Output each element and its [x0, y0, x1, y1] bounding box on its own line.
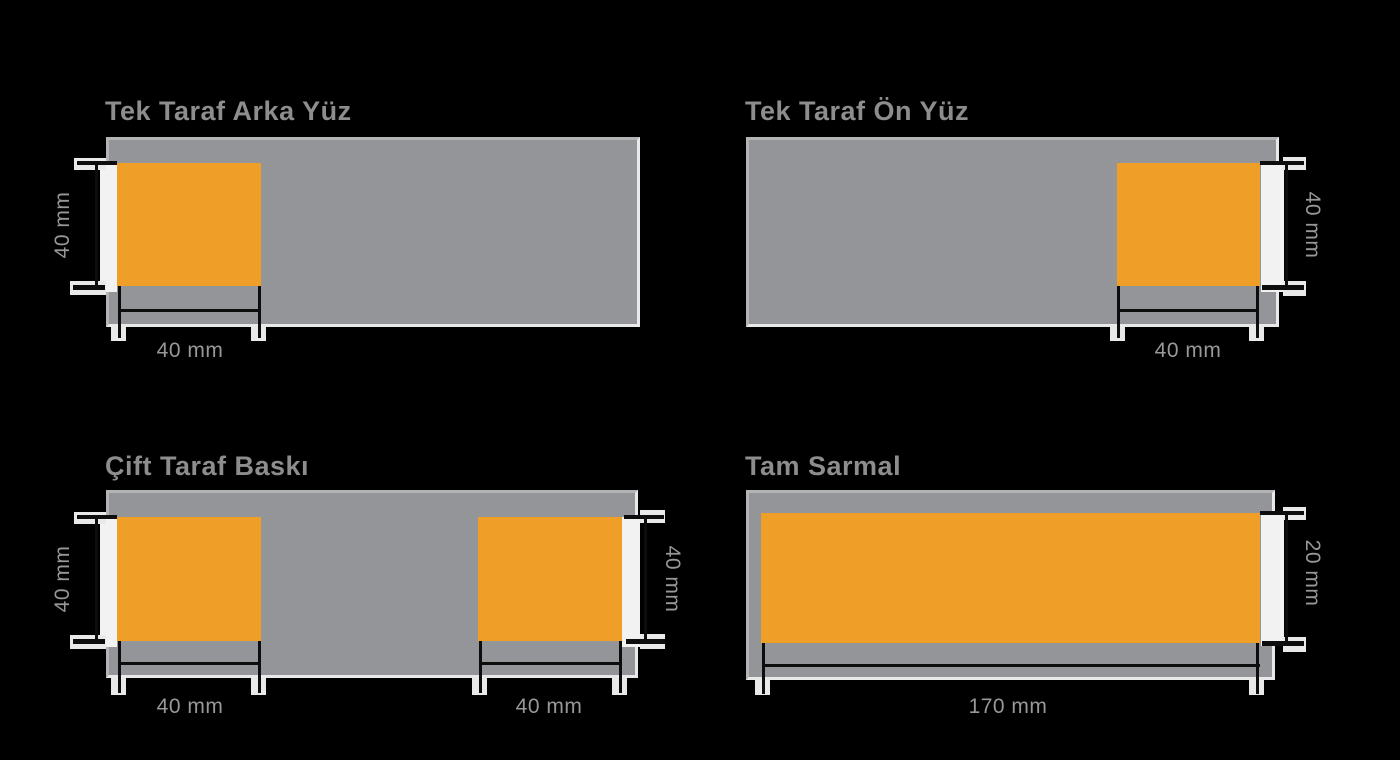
extension-line: [1117, 286, 1120, 338]
dimension-line: [118, 662, 261, 665]
panel-title: Tek Taraf Ön Yüz: [745, 96, 970, 126]
print-area: [117, 163, 261, 286]
height-dimension-label: 20 mm: [1301, 539, 1324, 607]
height-dimension-label: 40 mm: [1301, 191, 1324, 259]
dimension-tick: [1262, 285, 1304, 290]
print-area: [117, 517, 261, 641]
extension-line: [258, 286, 261, 338]
margin-strip: [622, 517, 640, 647]
width-dimension-label: 40 mm: [156, 339, 224, 362]
margin-strip: [1261, 513, 1284, 646]
dimension-tick: [1262, 641, 1304, 646]
dimension-tick: [1260, 161, 1304, 165]
dimension-line: [479, 662, 622, 665]
dimension-line: [1117, 309, 1259, 312]
left-width-dimension-label: 40 mm: [156, 695, 224, 718]
dimension-tick: [73, 285, 105, 290]
dimension-tick: [73, 639, 105, 644]
extension-line: [258, 641, 261, 693]
width-dimension-label: 40 mm: [1154, 339, 1222, 362]
right-height-dimension-label: 40 mm: [661, 545, 684, 613]
right-width-dimension-label: 40 mm: [515, 695, 583, 718]
dimension-line: [762, 664, 1260, 667]
dimension-line: [118, 309, 261, 312]
extension-line: [1256, 643, 1259, 694]
margin-strip: [100, 517, 117, 647]
extension-line: [118, 641, 121, 693]
extension-line: [1256, 286, 1259, 338]
left-height-dimension-label: 40 mm: [51, 545, 74, 613]
width-dimension-label: 170 mm: [968, 695, 1048, 718]
panel-title: Çift Taraf Baskı: [105, 451, 310, 481]
panel-title: Tek Taraf Arka Yüz: [105, 96, 352, 126]
height-dimension-label: 40 mm: [51, 191, 74, 259]
dimension-line: [1285, 161, 1288, 290]
margin-strip: [1261, 163, 1284, 292]
dimension-line: [1285, 511, 1288, 645]
dimension-line: [95, 515, 98, 644]
extension-line: [762, 643, 765, 694]
dimension-line: [95, 161, 98, 290]
print-area: [478, 517, 622, 641]
print-area: [761, 513, 1260, 643]
dimension-tick: [1260, 511, 1304, 515]
panel-title: Tam Sarmal: [745, 451, 902, 481]
print-area: [1117, 163, 1260, 286]
extension-line: [619, 641, 622, 693]
dimension-line: [644, 515, 647, 644]
extension-line: [118, 286, 121, 338]
margin-strip: [100, 163, 117, 292]
extension-line: [479, 641, 482, 693]
